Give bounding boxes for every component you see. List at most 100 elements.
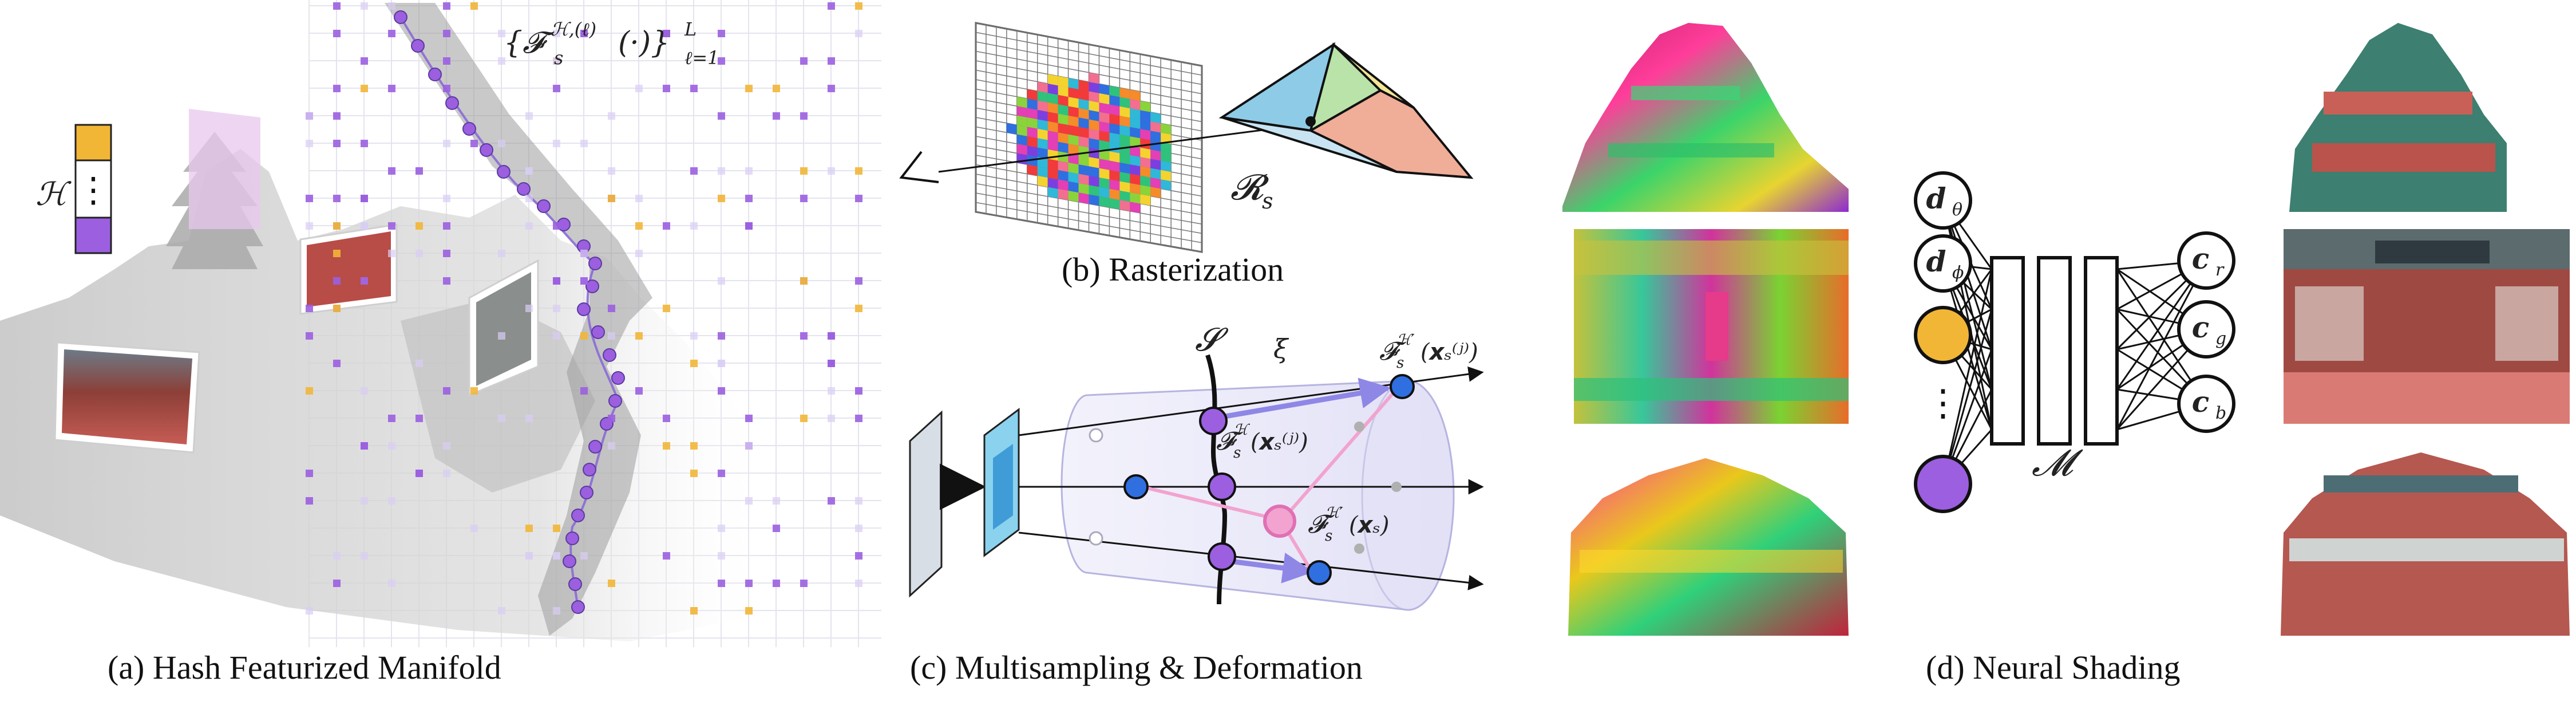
output-photo-3 — [2281, 452, 2570, 636]
raster-pixel — [1089, 194, 1099, 206]
raster-grid-line — [975, 202, 1202, 243]
raster-pixel — [1150, 112, 1161, 124]
raster-pixel — [1119, 162, 1130, 174]
raster-colored-pixels — [1006, 72, 1172, 213]
raster-pixel — [1027, 108, 1038, 120]
grid-dot — [388, 167, 395, 175]
input-node-sub: ϕ — [1952, 263, 1964, 283]
grid-dot — [443, 387, 450, 395]
raster-pixel — [1037, 91, 1048, 103]
grid-dot — [306, 222, 313, 230]
grid-dot — [635, 332, 643, 340]
purple-node-low — [1208, 542, 1236, 571]
label-top-sup: ℋ′ — [1396, 332, 1415, 349]
network-edges — [1942, 200, 2207, 485]
blue-node-top — [1390, 374, 1415, 399]
raster-pixel — [1078, 136, 1089, 148]
hash-table-ellipsis: ⋮ — [76, 170, 110, 210]
raster-pixel — [1016, 96, 1027, 108]
raster-pixel — [1037, 109, 1048, 121]
curve-point — [568, 577, 582, 591]
raster-pixel — [1119, 88, 1130, 99]
output-edge — [2116, 260, 2207, 430]
grid-dot — [828, 2, 835, 10]
curve-point — [565, 531, 579, 545]
grid-dot — [306, 140, 313, 147]
raster-pixel — [1150, 168, 1161, 180]
grid-dot — [553, 85, 560, 92]
grid-dot — [580, 277, 588, 285]
grid-dot — [663, 305, 670, 312]
raster-grid-line — [975, 211, 1202, 253]
grid-dot — [580, 140, 588, 147]
curve-point — [537, 199, 551, 213]
grid-dot — [745, 85, 753, 92]
grid-dot — [580, 250, 588, 257]
grid-dot — [663, 30, 670, 37]
grid-dot — [773, 580, 780, 587]
raster-pixel — [1130, 89, 1141, 101]
label-top-arg: (𝙭ₛ⁽ʲ⁾) — [1420, 339, 1478, 365]
curve-point — [585, 279, 599, 293]
raster-pixel — [1099, 103, 1110, 114]
grid-dot — [828, 332, 835, 340]
raster-pixel — [1027, 145, 1038, 157]
input-edge — [1942, 200, 1993, 390]
raster-pixel — [1068, 97, 1079, 108]
formula-arg: (·)} — [618, 26, 670, 60]
raster-pixel — [1109, 104, 1120, 116]
grid-dot — [745, 442, 753, 450]
raster-pixel — [1016, 106, 1027, 118]
grid-dot — [718, 57, 725, 65]
raster-pixel — [1027, 89, 1038, 101]
output-node — [2177, 375, 2235, 433]
curve-point — [588, 257, 602, 270]
raster-grid-line — [975, 41, 1202, 85]
grid-dot — [361, 2, 368, 10]
grid-dot — [333, 552, 341, 560]
grid-dot — [608, 332, 615, 340]
raster-pixel — [1099, 178, 1110, 189]
grid-dot — [718, 332, 725, 340]
light-dot-1 — [1089, 428, 1103, 443]
grid-dot — [388, 415, 395, 422]
grid-dot — [498, 140, 505, 147]
raster-pixel — [1068, 106, 1079, 118]
pixel-plane-shade — [993, 444, 1013, 530]
label-low-sub: s — [1325, 527, 1332, 545]
raster-pixel — [1068, 162, 1079, 174]
output-node-label: 𝒄 — [2192, 385, 2209, 419]
raster-pixel — [1130, 174, 1141, 185]
raster-pixel — [1058, 123, 1069, 135]
curve-sample-points — [394, 10, 625, 614]
label-top-sub: s — [1396, 355, 1404, 372]
raster-pixel — [1078, 127, 1089, 139]
raster-pixel — [1109, 170, 1120, 182]
label-mid-sup: ℋ — [1233, 422, 1251, 439]
raster-pixel — [1068, 115, 1079, 127]
curve-point — [588, 440, 602, 454]
curve-point — [611, 371, 625, 385]
label-low: 𝓕 s ℋ′ (𝙭ₛ) — [1308, 505, 1390, 545]
raster-pixel — [1119, 106, 1130, 118]
pink-link-1 — [1287, 388, 1398, 514]
grid-dot — [855, 30, 862, 37]
raster-pixel — [1058, 85, 1069, 97]
grid-dot — [828, 497, 835, 505]
grid-dot — [855, 167, 862, 175]
curve-point — [480, 143, 493, 157]
raster-pixel — [1140, 185, 1151, 196]
raster-pixel — [1109, 188, 1120, 200]
grid-dot — [718, 525, 725, 532]
raster-pixel — [1109, 151, 1120, 163]
grid-dot — [333, 305, 341, 312]
raster-pixel — [1119, 190, 1130, 202]
raster-pixel — [1119, 181, 1130, 193]
grid-dot — [635, 387, 643, 395]
grey-dot-2 — [1391, 482, 1402, 492]
grid-dot — [800, 580, 808, 587]
raster-pixel — [1109, 132, 1120, 144]
grid-dot — [635, 195, 643, 202]
raster-pixel — [1058, 76, 1069, 88]
raster-pixel — [1140, 129, 1151, 140]
